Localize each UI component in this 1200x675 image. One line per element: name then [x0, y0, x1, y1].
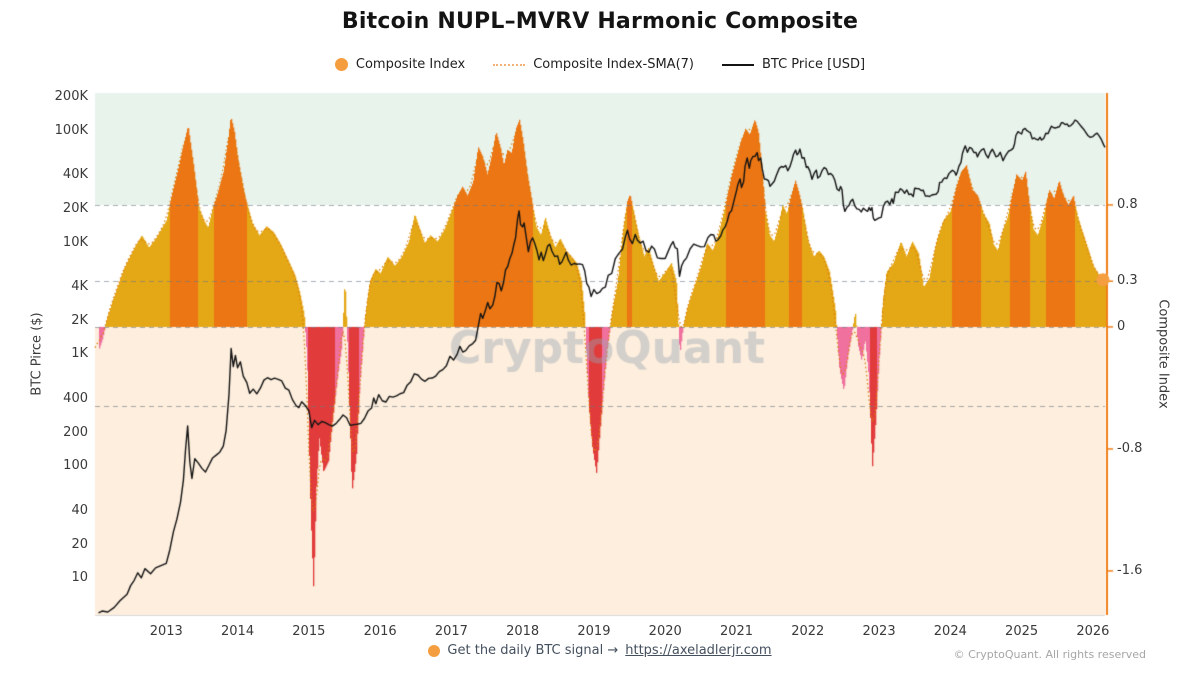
legend-item-btc-price: BTC Price [USD]	[722, 57, 865, 72]
btc-price-line-icon	[722, 63, 754, 66]
legend: Composite Index Composite Index-SMA(7) B…	[0, 57, 1200, 72]
footer-signal: Get the daily BTC signal → https://axela…	[0, 643, 1200, 658]
copyright-text: © CryptoQuant. All rights reserved	[953, 648, 1146, 661]
chart-title: Bitcoin NUPL–MVRV Harmonic Composite	[341, 9, 859, 34]
signal-dot-icon	[428, 644, 441, 657]
legend-label-composite-index: Composite Index	[355, 57, 466, 72]
y-axis-left-title: BTC Pirce ($)	[29, 312, 45, 396]
composite-index-dot-icon	[334, 58, 348, 71]
legend-label-composite-sma: Composite Index-SMA(7)	[533, 57, 694, 72]
signal-prefix-text: Get the daily BTC signal →	[447, 643, 619, 658]
y-axis-right-title: Composite Index	[1155, 299, 1171, 409]
signal-link[interactable]: https://axeladlerjr.com	[625, 643, 772, 658]
legend-item-composite-sma: Composite Index-SMA(7)	[493, 57, 694, 72]
legend-item-composite-index: Composite Index	[334, 57, 466, 72]
legend-label-btc-price: BTC Price [USD]	[762, 57, 866, 72]
sma-dotted-line-icon	[493, 63, 526, 66]
